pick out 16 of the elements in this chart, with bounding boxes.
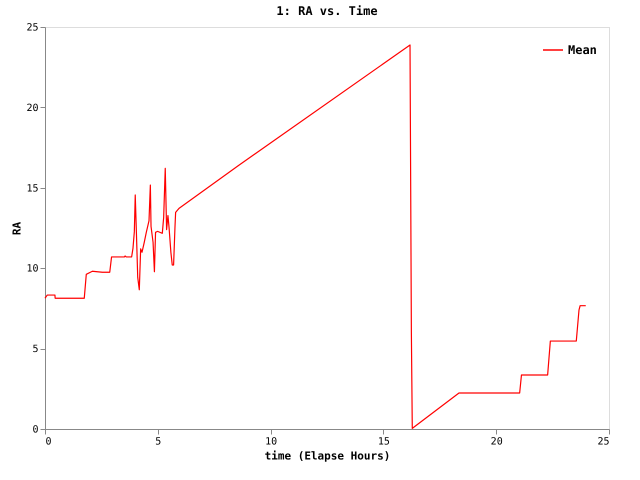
x-tick-label: 25 [597, 436, 610, 448]
chart-title: 1: RA vs. Time [276, 4, 378, 18]
y-tick-label: 20 [26, 102, 38, 114]
x-tick-label: 10 [265, 436, 278, 448]
x-tick-label: 20 [490, 436, 503, 448]
y-tick-label: 25 [26, 22, 38, 34]
y-tick-label: 0 [32, 424, 38, 436]
y-tick-label: 5 [32, 344, 38, 356]
y-tick-label: 10 [26, 264, 38, 275]
x-axis-title: time (Elapse Hours) [264, 450, 390, 462]
x-tick-label: 5 [155, 436, 162, 448]
y-axis-title: RA [10, 222, 24, 236]
y-tick-label: 15 [26, 183, 38, 194]
legend-label: Mean [568, 43, 597, 57]
x-tick-label: 0 [46, 436, 52, 448]
x-tick-label: 15 [378, 436, 390, 448]
